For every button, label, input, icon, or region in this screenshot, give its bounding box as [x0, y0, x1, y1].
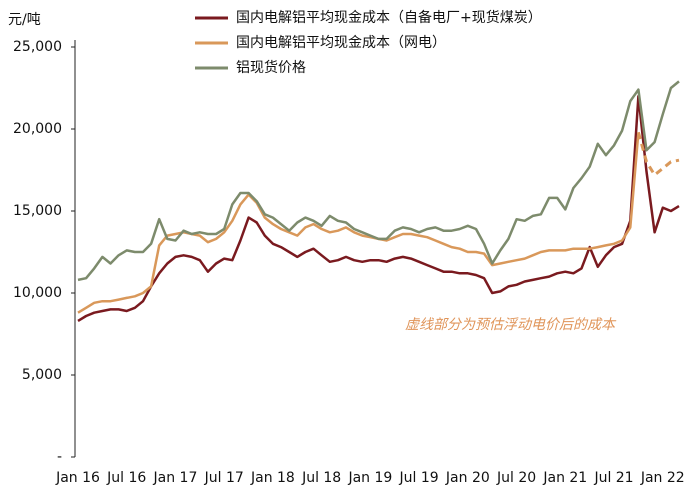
y-tick-label: 10,000 [13, 285, 62, 301]
y-axis-label: 元/吨 [8, 12, 41, 28]
x-tick-label: Jul 18 [301, 470, 341, 486]
x-tick-label: Jul 17 [204, 470, 244, 486]
x-tick-label: Jul 20 [496, 470, 536, 486]
series-line [636, 131, 680, 177]
y-tick-label: 5,000 [22, 367, 62, 383]
series-line [77, 94, 680, 322]
x-tick-label: Jan 21 [542, 470, 587, 486]
x-tick-label: Jan 18 [250, 470, 295, 486]
x-tick-label: Jan 17 [153, 470, 198, 486]
y-tick-label: 15,000 [13, 203, 62, 219]
y-tick-label: - [57, 449, 62, 465]
series-line [77, 132, 640, 314]
x-tick-label: Jul 19 [399, 470, 439, 486]
legend-label: 国内电解铝平均现金成本（网电） [236, 35, 446, 51]
x-tick-label: Jan 16 [55, 470, 100, 486]
x-tick-label: Jul 21 [593, 470, 633, 486]
x-tick-label: Jul 16 [106, 470, 146, 486]
y-tick-label: 25,000 [13, 39, 62, 55]
series-line [77, 80, 680, 282]
x-tick-label: Jan 22 [640, 470, 685, 486]
legend-label: 铝现货价格 [236, 59, 306, 76]
legend-label: 国内电解铝平均现金成本（自备电厂+现货煤炭） [236, 9, 542, 26]
x-tick-label: Jan 19 [347, 470, 392, 486]
annotation: 虚线部分为预估浮动电价后的成本 [405, 317, 617, 333]
x-tick-label: Jan 20 [445, 470, 490, 486]
y-tick-label: 20,000 [13, 121, 62, 137]
